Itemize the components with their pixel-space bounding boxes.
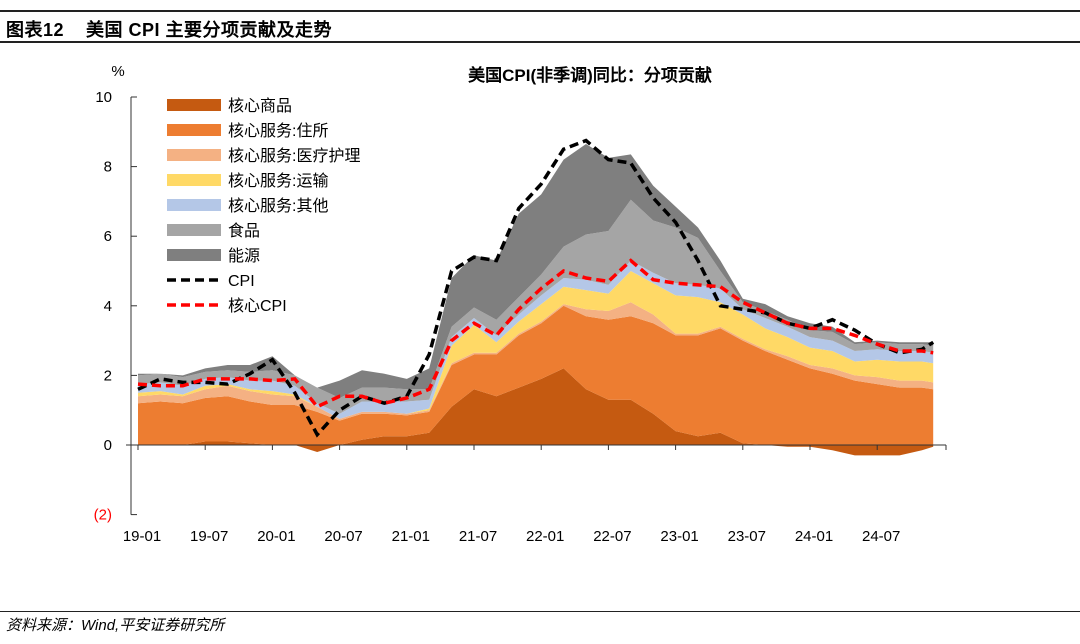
legend-label: 核心服务:运输 [228,172,328,190]
x-tick-label: 21-07 [459,528,497,545]
legend-swatch [167,174,221,186]
y-tick-label: (2) [94,507,112,524]
legend-label: 核心CPI [228,297,287,315]
legend-label: 能源 [228,247,260,265]
area-series-1 [138,305,934,445]
legend-swatch [167,199,221,211]
figure-title: 美国 CPI 主要分项贡献及走势 [86,20,333,40]
x-tick-label: 22-07 [593,528,631,545]
legend-swatch [167,249,221,261]
y-tick-label: 2 [104,367,112,384]
legend-swatch [167,149,221,161]
x-tick-label: 19-07 [190,528,228,545]
chart-title: 美国CPI(非季调)同比：分项贡献 [468,65,712,85]
source-note: 资料来源：Wind,平安证券研究所 [6,617,225,634]
x-tick-label: 22-01 [526,528,564,545]
legend-label: 核心服务:医疗护理 [228,147,360,165]
y-tick-label: 6 [104,228,112,245]
x-tick-label: 21-01 [392,528,430,545]
legend-item: 核心服务:医疗护理 [167,147,360,165]
axes: 10 8 6 4 2 0 (2) 19-01 19-07 20-01 20-07 21-01 21-07… [94,89,947,545]
x-tick-label: 23-01 [660,528,698,545]
y-axis-unit: % [111,63,124,80]
area-series-2 [138,302,934,421]
y-tick-label: 4 [104,298,112,315]
header-bottom-rule [0,41,1080,43]
legend-label: CPI [228,273,255,290]
x-tick-label: 24-01 [795,528,833,545]
figure-number: 图表12 [6,20,65,40]
header-top-rule [0,10,1080,12]
x-tick-label: 19-01 [123,528,161,545]
area-series-3 [138,271,934,419]
footer-rule [0,611,1080,612]
area-series-6 [138,144,934,398]
legend-item: CPI [167,273,255,290]
legend-label: 核心服务:其他 [228,197,328,215]
line-series-core-cpi [137,258,934,409]
legend-swatch [167,99,221,111]
area-series-0 [138,368,934,456]
figure-header: 图表12 美国 CPI 主要分项贡献及走势 [6,16,332,42]
legend-swatch [167,224,221,236]
legend-item: 核心服务:其他 [167,197,328,215]
legend-label: 食品 [228,222,260,240]
legend-item: 核心服务:住所 [167,122,328,140]
legend-item: 能源 [167,247,260,265]
y-tick-label: 8 [104,159,112,176]
legend-item: 核心服务:运输 [167,172,328,190]
y-tick-label: 10 [95,89,112,106]
stacked-areas [138,144,934,456]
y-tick-label: 0 [104,437,112,454]
legend-item: 食品 [167,222,260,240]
x-tick-label: 23-07 [728,528,766,545]
x-tick-label: 20-07 [324,528,362,545]
legend-label: 核心服务:住所 [228,122,328,140]
x-tick-label: 20-01 [257,528,295,545]
legend-item: 核心商品 [167,97,292,115]
legend-swatch [167,124,221,136]
series-lines [137,138,935,438]
line-series-cpi [137,138,935,438]
legend-label: 核心商品 [228,97,292,115]
x-tick-label: 24-07 [862,528,900,545]
legend-item: 核心CPI [167,297,287,315]
